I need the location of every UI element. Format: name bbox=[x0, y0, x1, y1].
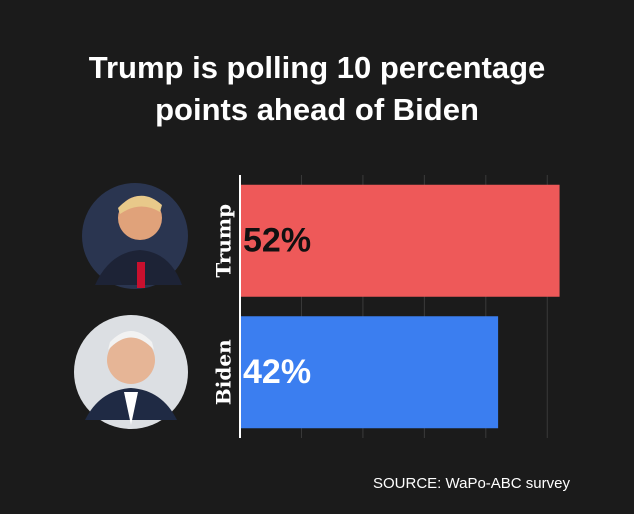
trump-photo bbox=[82, 183, 188, 289]
value-label: 52% bbox=[243, 222, 311, 260]
chart-title: Trump is polling 10 percentage bbox=[89, 50, 546, 85]
chart-title: points ahead of Biden bbox=[155, 92, 479, 127]
source-note: SOURCE: WaPo-ABC survey bbox=[373, 475, 570, 492]
category-label: Trump bbox=[212, 204, 236, 278]
biden-photo bbox=[74, 315, 188, 429]
bar bbox=[240, 316, 499, 429]
bar bbox=[240, 184, 560, 297]
category-label: Biden bbox=[212, 339, 236, 405]
value-label: 42% bbox=[243, 353, 311, 391]
